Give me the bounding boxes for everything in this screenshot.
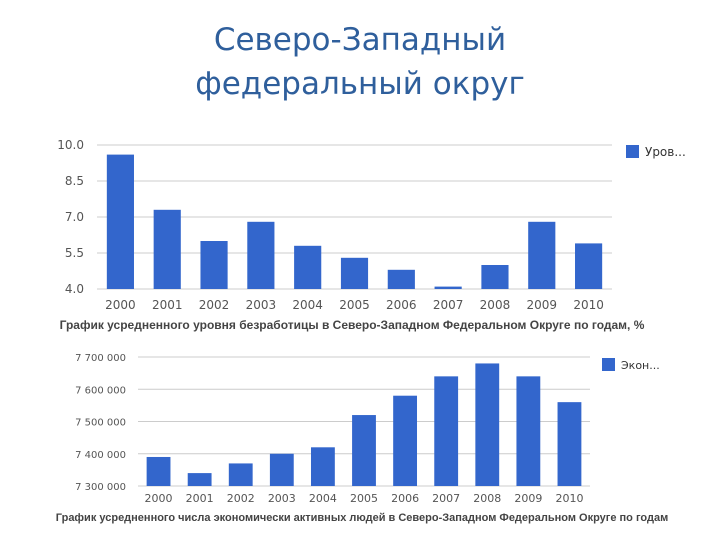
chart2-x-tick-label: 2000 [145, 492, 173, 505]
chart2-bar [228, 463, 253, 486]
chart1-x-tick-label: 2009 [526, 298, 557, 312]
chart1-x-tick-label: 2005 [339, 298, 370, 312]
chart2-x-tick-label: 2006 [391, 492, 419, 505]
chart1-caption: График усредненного уровня безработицы в… [60, 318, 645, 332]
chart1-y-tick-label: 5.5 [65, 246, 84, 260]
chart2-x-tick-label: 2004 [309, 492, 337, 505]
chart1-bar [434, 286, 462, 289]
chart1-x-tick-label: 2002 [199, 298, 230, 312]
chart1-x-tick-label: 2008 [480, 298, 511, 312]
chart1-x-tick-label: 2010 [573, 298, 604, 312]
chart2-caption: График усредненного числа экономически а… [56, 512, 668, 524]
chart2-bar [393, 395, 418, 486]
chart2-x-tick-label: 2001 [186, 492, 214, 505]
chart2-y-tick-label: 7 700 000 [75, 353, 126, 364]
chart2-y-tick-label: 7 500 000 [75, 418, 126, 429]
chart2-bar [434, 376, 459, 486]
chart2-bar [352, 415, 376, 486]
chart2-x-tick-label: 2008 [473, 492, 501, 505]
chart1-y-tick-label: 8.5 [65, 174, 84, 188]
chart2-legend-swatch [602, 358, 615, 371]
chart2-x-tick-label: 2009 [514, 492, 542, 505]
chart1-bar [247, 221, 275, 289]
chart1-bar [153, 209, 181, 289]
chart1-x-tick-label: 2001 [152, 298, 183, 312]
chart2-x-tick-label: 2010 [555, 492, 583, 505]
chart2-bar [557, 402, 582, 486]
chart1-x-tick-label: 2006 [386, 298, 417, 312]
chart2-x-tick-label: 2007 [432, 492, 460, 505]
chart2-y-tick-label: 7 400 000 [75, 450, 126, 461]
chart1-bar [481, 265, 509, 289]
slide-title: Северо-Западный федеральный округ [0, 18, 720, 106]
chart2-x-tick-label: 2002 [227, 492, 255, 505]
chart1-bar [528, 221, 556, 289]
chart2-bar [187, 473, 212, 486]
chart2-bar [475, 363, 500, 486]
chart1-x-tick-label: 2003 [246, 298, 277, 312]
chart2-bar [269, 453, 294, 486]
chart1-legend-swatch [626, 145, 639, 158]
chart1-bar [340, 257, 369, 289]
chart2-y-tick-label: 7 600 000 [75, 385, 126, 396]
slide-title-line-1: Северо-Западный [213, 22, 507, 58]
chart1-bar [106, 154, 134, 289]
chart1-legend-label: Уров... [645, 145, 686, 159]
chart1-bar [575, 243, 603, 289]
chart2-bar [516, 376, 541, 486]
chart1-y-tick-label: 4.0 [65, 282, 84, 296]
chart2-bar [146, 456, 171, 486]
chart2-x-tick-label: 2005 [350, 492, 378, 505]
chart1-x-tick-label: 2000 [105, 298, 136, 312]
chart2-x-tick-label: 2003 [268, 492, 296, 505]
chart1-y-tick-label: 7.0 [65, 210, 84, 224]
slide-title-line-2: федеральный округ [195, 66, 525, 102]
chart2-bar [310, 447, 335, 486]
chart1-y-tick-label: 10.0 [57, 138, 84, 152]
chart1-x-tick-label: 2007 [433, 298, 464, 312]
chart1-bar [387, 269, 415, 289]
chart1-bar [294, 245, 322, 289]
chart1-bar [200, 241, 228, 289]
chart2-y-tick-label: 7 300 000 [75, 482, 126, 493]
chart1-x-tick-label: 2004 [292, 298, 323, 312]
chart2-legend-label: Экон... [621, 359, 660, 372]
